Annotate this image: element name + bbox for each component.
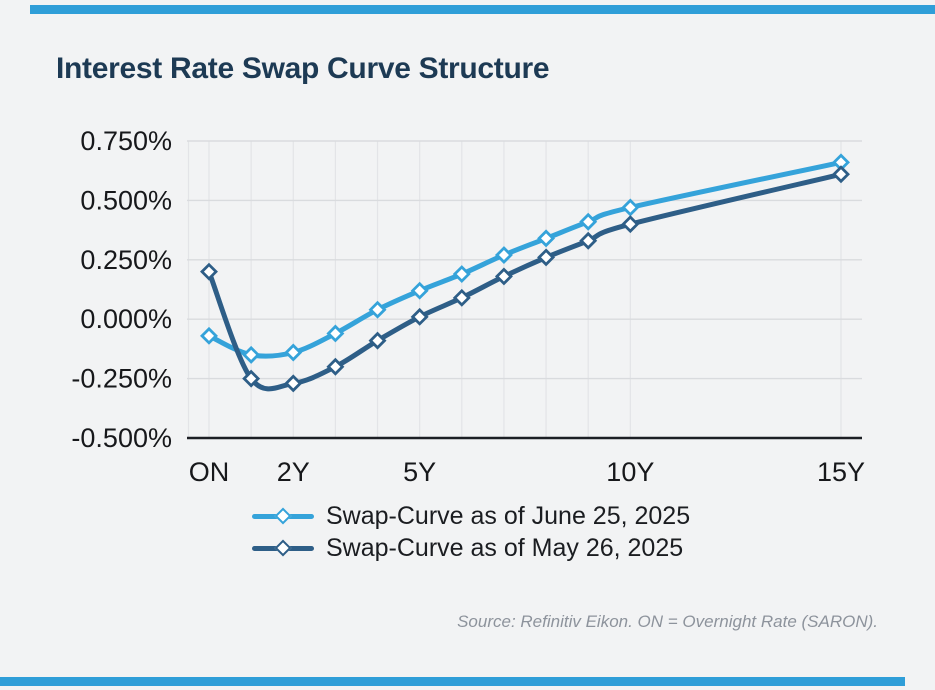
chart-title: Interest Rate Swap Curve Structure <box>56 52 550 85</box>
data-point-marker <box>410 281 429 300</box>
y-tick-label: -0.250% <box>71 364 172 394</box>
data-point-marker <box>494 267 513 286</box>
x-tick-label: 10Y <box>606 457 654 487</box>
data-point-marker <box>284 343 303 362</box>
data-point-marker <box>368 331 387 350</box>
data-point-marker <box>284 374 303 393</box>
data-point-marker <box>621 215 640 234</box>
x-tick-label: 2Y <box>277 457 310 487</box>
top-accent-bar <box>30 5 935 14</box>
data-point-marker <box>410 307 429 326</box>
data-point-marker <box>579 231 598 250</box>
data-point-marker <box>200 326 218 345</box>
bottom-accent-bar <box>0 677 905 686</box>
y-tick-label: 0.000% <box>80 304 172 334</box>
data-point-marker <box>452 288 471 307</box>
data-point-marker <box>326 324 345 343</box>
x-tick-label: 5Y <box>403 457 436 487</box>
legend-label: Swap-Curve as of May 26, 2025 <box>326 533 684 562</box>
data-point-marker <box>579 212 598 231</box>
legend-label: Swap-Curve as of June 25, 2025 <box>326 501 691 530</box>
legend: Swap-Curve as of June 25, 2025 Swap-Curv… <box>252 500 690 564</box>
y-tick-label: 0.750% <box>80 126 172 156</box>
data-point-marker <box>537 229 556 248</box>
data-point-marker <box>200 262 218 281</box>
data-point-marker <box>242 369 261 388</box>
legend-item-june-25: Swap-Curve as of June 25, 2025 <box>252 500 690 532</box>
legend-item-may-26: Swap-Curve as of May 26, 2025 <box>252 532 690 564</box>
legend-swatch-june-25 <box>252 507 314 525</box>
x-tick-label: ON <box>189 457 230 487</box>
data-point-marker <box>494 246 513 265</box>
data-point-marker <box>537 248 556 267</box>
y-tick-label: 0.500% <box>80 185 172 215</box>
diamond-marker-icon <box>274 539 292 557</box>
data-point-marker <box>242 345 261 364</box>
data-point-marker <box>832 165 850 184</box>
legend-swatch-may-26 <box>252 539 314 557</box>
data-point-marker <box>452 265 471 284</box>
y-tick-label: 0.250% <box>80 245 172 275</box>
y-tick-label: -0.500% <box>71 423 172 453</box>
source-note: Source: Refinitiv Eikon. ON = Overnight … <box>457 612 878 631</box>
series-line-may-26 <box>206 171 844 392</box>
data-point-marker <box>621 198 640 217</box>
x-tick-label: 15Y <box>817 457 865 487</box>
diamond-marker-icon <box>274 507 292 525</box>
data-point-marker <box>326 357 345 376</box>
data-point-marker <box>368 300 387 319</box>
